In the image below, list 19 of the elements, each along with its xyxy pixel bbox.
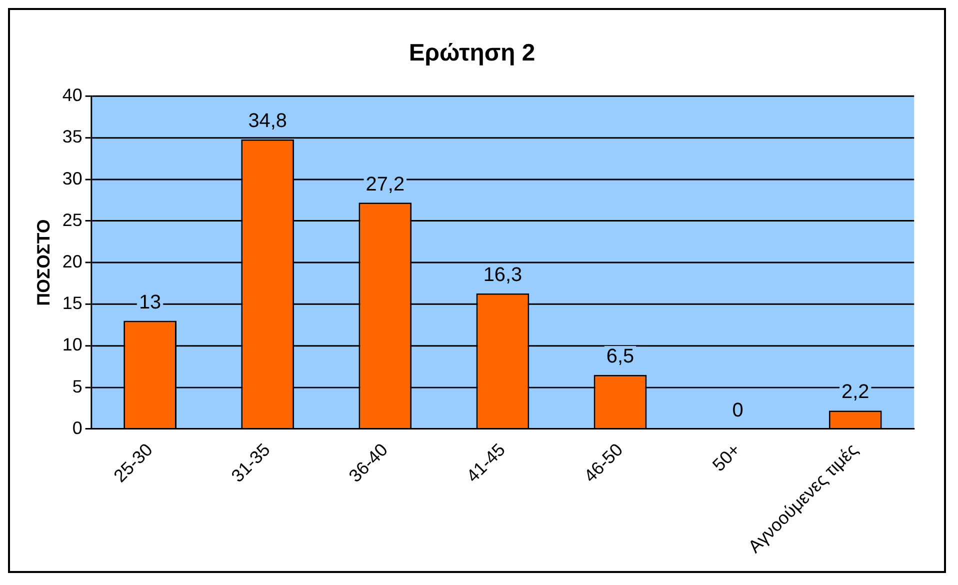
y-tick-label: 15 [62,293,82,314]
chart-title: Ερώτηση 2 [408,40,536,67]
y-tick-label: 20 [62,252,82,272]
y-axis-title: ΠΟΣΟΣΤΟ [34,219,54,306]
y-tick-label: 25 [62,210,82,230]
y-tick-label: 0 [72,418,82,438]
y-tick-label: 40 [62,85,82,106]
data-label: 27,2 [366,173,405,196]
data-label: 6,5 [606,345,634,368]
y-tick-label: 10 [62,334,82,355]
y-tick-label: 35 [62,126,82,147]
data-label: 16,3 [483,264,522,286]
y-tick-label: 5 [72,376,82,396]
data-label: 2,2 [842,381,870,404]
y-tick-label: 30 [62,168,82,188]
data-label: 0 [732,400,744,422]
x-tick-label: 50+ [708,440,744,476]
data-label: 34,8 [248,110,287,132]
data-label: 13 [138,291,162,314]
